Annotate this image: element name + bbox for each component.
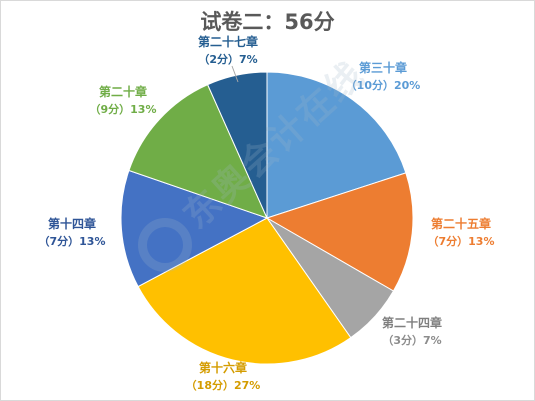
- slice-value-label: （3分）7%: [382, 333, 441, 347]
- slice-value-label: （9分）13%: [90, 102, 157, 116]
- watermark-logo: [138, 218, 192, 272]
- slice-name-label: 第三十章: [359, 60, 407, 75]
- slice-name-label: 第十六章: [199, 360, 247, 375]
- pie-slice: [137, 217, 352, 365]
- slice-value-label: （18分）27%: [186, 378, 261, 392]
- slice-name-label: 第二十七章: [198, 34, 258, 49]
- leader-line: [231, 65, 239, 83]
- slice-name-label: 第二十章: [99, 84, 147, 99]
- pie-slice: [265, 172, 414, 292]
- slice-name-label: 第二十五章: [431, 216, 491, 231]
- pie-slice: [206, 71, 268, 219]
- slice-name-label: 第二十四章: [382, 315, 442, 330]
- pie-slice: [128, 83, 268, 219]
- slice-value-label: （2分）7%: [198, 52, 257, 66]
- pie-slice: [266, 71, 407, 219]
- slice-name-label: 第十四章: [48, 216, 96, 231]
- slice-value-label: （7分）13%: [428, 234, 495, 248]
- slice-value-label: （10分）20%: [346, 78, 421, 92]
- chart-title: 试卷二：56分: [200, 10, 335, 34]
- slice-value-label: （7分）13%: [39, 234, 106, 248]
